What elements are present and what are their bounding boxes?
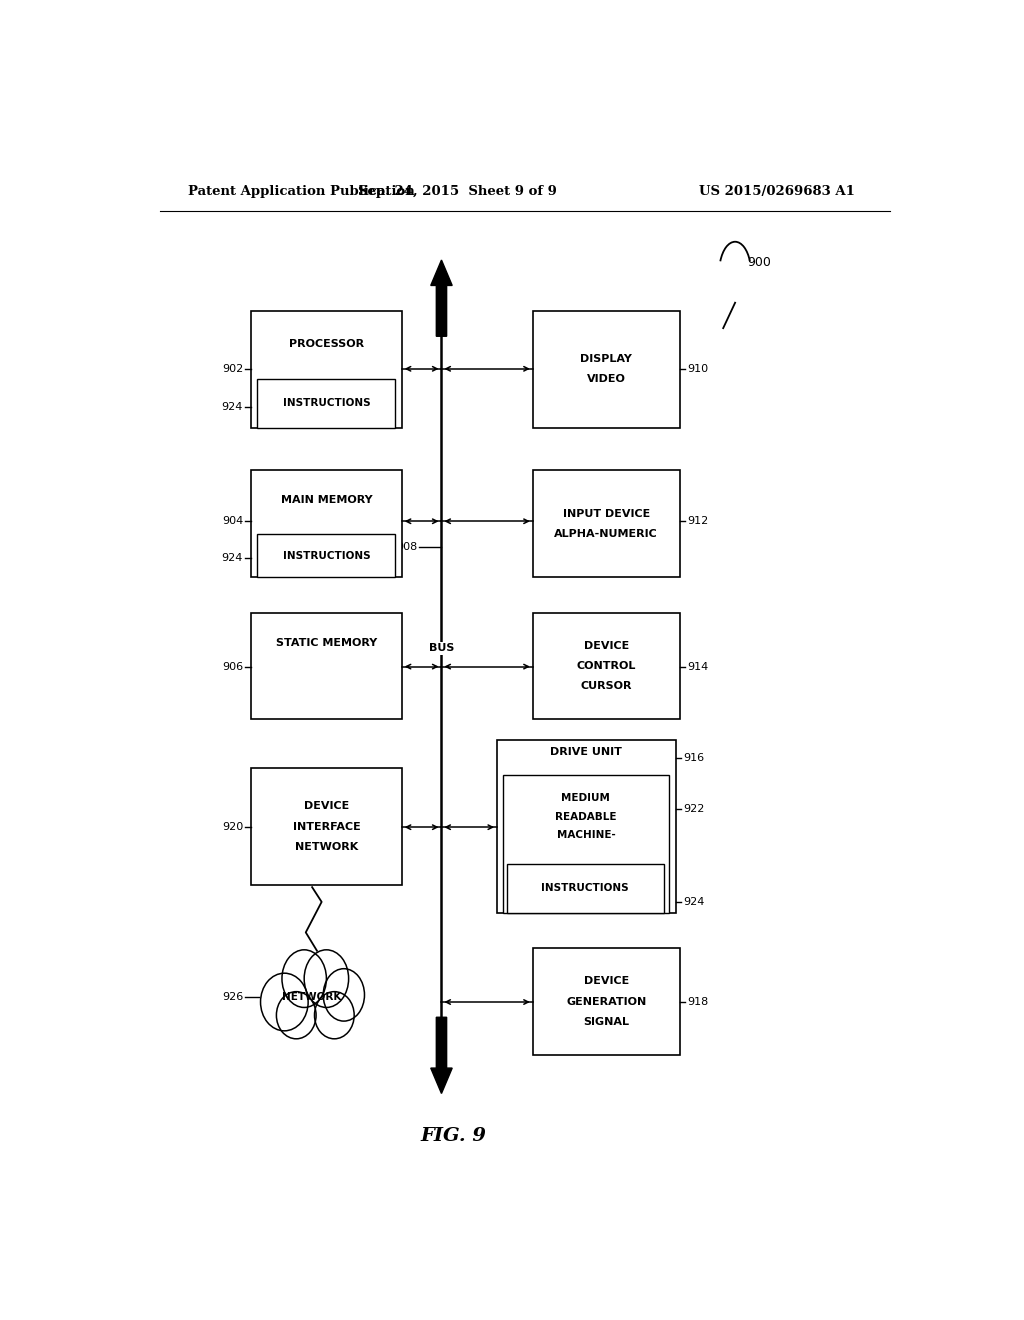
Bar bbox=[532, 612, 680, 719]
Ellipse shape bbox=[314, 991, 354, 1039]
Text: 908: 908 bbox=[396, 541, 418, 552]
Text: 918: 918 bbox=[687, 997, 709, 1007]
FancyArrow shape bbox=[431, 1018, 453, 1093]
Text: 902: 902 bbox=[222, 364, 243, 374]
Text: INSTRUCTIONS: INSTRUCTIONS bbox=[542, 883, 629, 894]
Bar bbox=[257, 535, 395, 577]
Text: DEVICE: DEVICE bbox=[304, 801, 349, 812]
Text: 910: 910 bbox=[687, 364, 709, 374]
Text: DISPLAY: DISPLAY bbox=[581, 354, 632, 364]
Ellipse shape bbox=[260, 973, 308, 1031]
Text: 904: 904 bbox=[222, 516, 243, 527]
Text: 900: 900 bbox=[748, 256, 771, 268]
Text: VIDEO: VIDEO bbox=[587, 375, 626, 384]
Bar bbox=[497, 739, 676, 912]
Text: 920: 920 bbox=[222, 822, 243, 832]
FancyArrow shape bbox=[431, 260, 453, 337]
Text: 924: 924 bbox=[684, 898, 705, 907]
Text: 924: 924 bbox=[222, 553, 243, 562]
Text: 916: 916 bbox=[684, 754, 705, 763]
Text: GENERATION: GENERATION bbox=[566, 997, 646, 1007]
Text: Patent Application Publication: Patent Application Publication bbox=[187, 185, 415, 198]
Bar bbox=[251, 470, 401, 577]
Text: MAIN MEMORY: MAIN MEMORY bbox=[281, 495, 372, 506]
Text: ALPHA-NUMERIC: ALPHA-NUMERIC bbox=[554, 529, 658, 539]
Text: CURSOR: CURSOR bbox=[581, 681, 632, 692]
Text: SIGNAL: SIGNAL bbox=[583, 1016, 629, 1027]
Text: PROCESSOR: PROCESSOR bbox=[289, 339, 364, 348]
Text: NETWORK: NETWORK bbox=[283, 991, 342, 1002]
Text: READABLE: READABLE bbox=[555, 812, 616, 821]
Text: INPUT DEVICE: INPUT DEVICE bbox=[562, 508, 650, 519]
Text: 914: 914 bbox=[687, 661, 709, 672]
Ellipse shape bbox=[276, 991, 316, 1039]
Bar bbox=[503, 775, 670, 912]
Text: STATIC MEMORY: STATIC MEMORY bbox=[275, 638, 377, 648]
Bar bbox=[532, 470, 680, 577]
Text: US 2015/0269683 A1: US 2015/0269683 A1 bbox=[699, 185, 855, 198]
Bar bbox=[251, 612, 401, 719]
Bar bbox=[507, 863, 664, 912]
Text: DEVICE: DEVICE bbox=[584, 640, 629, 651]
Text: INSTRUCTIONS: INSTRUCTIONS bbox=[283, 550, 371, 561]
Ellipse shape bbox=[282, 950, 327, 1007]
Text: MEDIUM: MEDIUM bbox=[561, 793, 610, 804]
Text: 906: 906 bbox=[222, 661, 243, 672]
Text: 912: 912 bbox=[687, 516, 709, 527]
Text: Sep. 24, 2015  Sheet 9 of 9: Sep. 24, 2015 Sheet 9 of 9 bbox=[358, 185, 557, 198]
Ellipse shape bbox=[324, 969, 365, 1022]
Text: NETWORK: NETWORK bbox=[295, 842, 358, 851]
Ellipse shape bbox=[304, 950, 348, 1007]
Text: INSTRUCTIONS: INSTRUCTIONS bbox=[283, 399, 371, 408]
Bar bbox=[251, 768, 401, 886]
Bar bbox=[257, 379, 395, 428]
Text: MACHINE-: MACHINE- bbox=[556, 830, 615, 840]
Text: CONTROL: CONTROL bbox=[577, 661, 636, 671]
Text: BUS: BUS bbox=[429, 643, 455, 653]
Bar bbox=[251, 312, 401, 428]
Bar bbox=[532, 948, 680, 1055]
Text: FIG. 9: FIG. 9 bbox=[421, 1127, 486, 1146]
Text: INTERFACE: INTERFACE bbox=[293, 821, 360, 832]
Text: DEVICE: DEVICE bbox=[584, 977, 629, 986]
Text: DRIVE UNIT: DRIVE UNIT bbox=[550, 747, 623, 756]
Bar bbox=[532, 312, 680, 428]
Text: 924: 924 bbox=[222, 403, 243, 412]
Text: 926: 926 bbox=[222, 991, 243, 1002]
Text: 922: 922 bbox=[684, 804, 705, 814]
